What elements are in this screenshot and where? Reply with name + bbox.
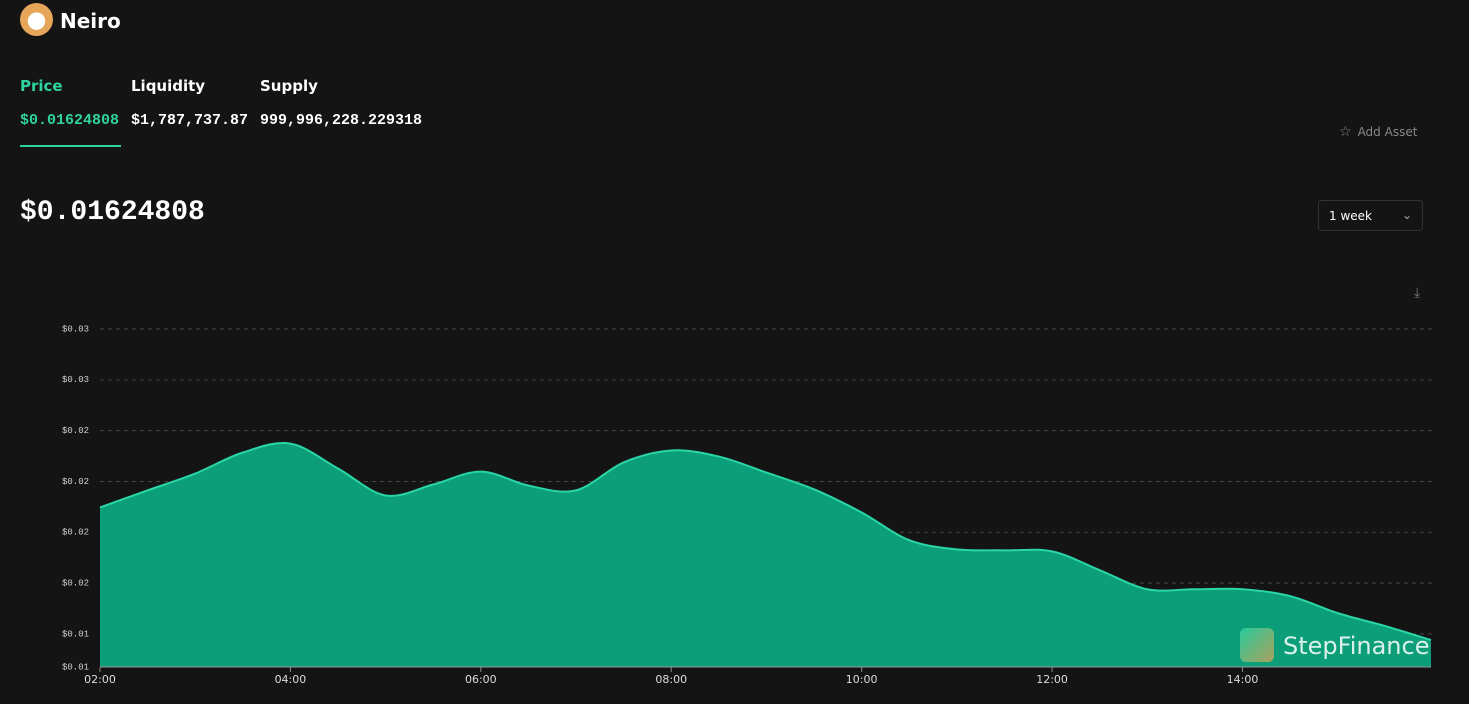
x-tick-label xt: 12:00 xyxy=(1036,673,1068,686)
x-tick-label xt: 02:00 xyxy=(84,673,116,686)
tab-underline xyxy=(20,145,121,147)
add-asset-label: Add Asset xyxy=(1357,125,1418,139)
y-tick-label: $0.03 xyxy=(62,375,89,385)
chevron-icon: ⌄ xyxy=(1401,208,1412,222)
y-tick-label: $0.01 xyxy=(62,629,89,639)
y-tick-label: $0.02 xyxy=(62,426,89,436)
x-tick-label xt: 14:00 xyxy=(1227,673,1259,686)
watermark: StepFinance xyxy=(1283,632,1430,660)
y-tick-label: $0.03 xyxy=(62,324,89,334)
y-tick-label: $0.02 xyxy=(62,477,89,487)
x-tick-label xt: 10:00 xyxy=(846,673,878,686)
tab-label[interactable]: Supply xyxy=(260,77,318,95)
star-icon: ☆ xyxy=(1339,124,1352,140)
area xyxy=(100,442,1431,667)
y-tick-label: $0.02 xyxy=(62,579,89,589)
range-select[interactable]: 1 week ⌄ xyxy=(1318,200,1423,231)
tab-value: 999,996,228.229318 xyxy=(260,112,423,129)
tab-value: $0.01624808 xyxy=(20,112,120,129)
tab-label[interactable]: Price xyxy=(20,77,63,95)
token-icon xyxy=(20,3,53,36)
line xyxy=(99,442,1432,642)
tab-label[interactable]: Liquidity xyxy=(131,77,206,95)
tab-value: $1,787,737.87 xyxy=(131,112,249,129)
add-asset-button[interactable]: ☆ Add Asset xyxy=(1339,124,1417,140)
x-tick-label xt: 04:00 xyxy=(275,673,307,686)
current-price: $0.01624808 xyxy=(20,197,205,228)
watermark-logo xyxy=(1240,628,1274,662)
x-tick-label xt: 06:00 xyxy=(465,673,497,686)
x-tick-label xt: 08:00 xyxy=(655,673,687,686)
y-tick-label: $0.02 xyxy=(62,528,89,538)
token-name: Neiro xyxy=(60,9,121,33)
download-icon[interactable]: ⤓ xyxy=(1414,285,1421,301)
y-tick-label: $0.01 xyxy=(62,662,89,672)
range-label: 1 week xyxy=(1329,209,1372,223)
